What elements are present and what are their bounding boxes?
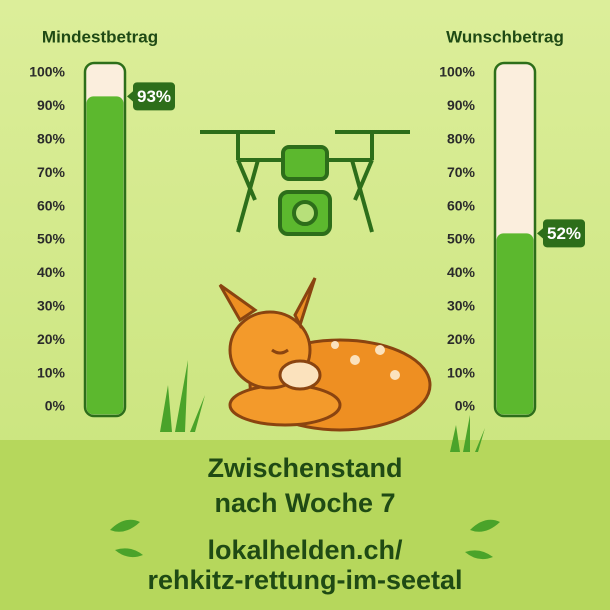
link: lokalhelden.ch/ — [207, 535, 403, 565]
y-tick-label: 80% — [447, 131, 476, 147]
y-tick-label: 30% — [37, 298, 66, 314]
value-label: 93% — [137, 87, 171, 106]
link: rehkitz-rettung-im-seetal — [147, 565, 462, 595]
y-tick-label: 10% — [37, 364, 66, 380]
chart-title: Mindestbetrag — [42, 27, 158, 46]
headline: Zwischenstand — [207, 453, 402, 483]
y-tick-label: 30% — [447, 298, 476, 314]
badge-pointer — [537, 227, 544, 240]
y-tick-label: 70% — [447, 164, 476, 180]
y-tick-label: 100% — [29, 64, 65, 80]
y-tick-label: 40% — [447, 264, 476, 280]
bar — [496, 233, 534, 415]
value-badge — [543, 219, 585, 248]
y-tick-label: 40% — [37, 264, 66, 280]
y-tick-label: 60% — [447, 197, 476, 213]
value-label: 52% — [547, 224, 581, 243]
y-tick-label: 60% — [37, 197, 66, 213]
y-tick-label: 0% — [45, 398, 66, 414]
y-tick-label: 20% — [447, 331, 476, 347]
y-tick-label: 20% — [37, 331, 66, 347]
drone — [200, 130, 410, 236]
y-tick-label: 10% — [447, 364, 476, 380]
y-tick-label: 0% — [455, 398, 476, 414]
ground — [0, 440, 610, 610]
y-tick-label: 100% — [439, 64, 475, 80]
y-tick-label: 50% — [37, 231, 66, 247]
chart-title: Wunschbetrag — [446, 27, 564, 46]
y-tick-label: 90% — [447, 97, 476, 113]
y-tick-label: 50% — [447, 231, 476, 247]
value-badge — [133, 82, 175, 111]
headline: nach Woche 7 — [214, 488, 395, 518]
grass — [110, 360, 500, 560]
badge-pointer — [127, 90, 134, 103]
y-tick-label: 70% — [37, 164, 66, 180]
y-tick-label: 80% — [37, 131, 66, 147]
fawn — [218, 277, 432, 432]
bar — [86, 96, 124, 415]
y-tick-label: 90% — [37, 97, 66, 113]
